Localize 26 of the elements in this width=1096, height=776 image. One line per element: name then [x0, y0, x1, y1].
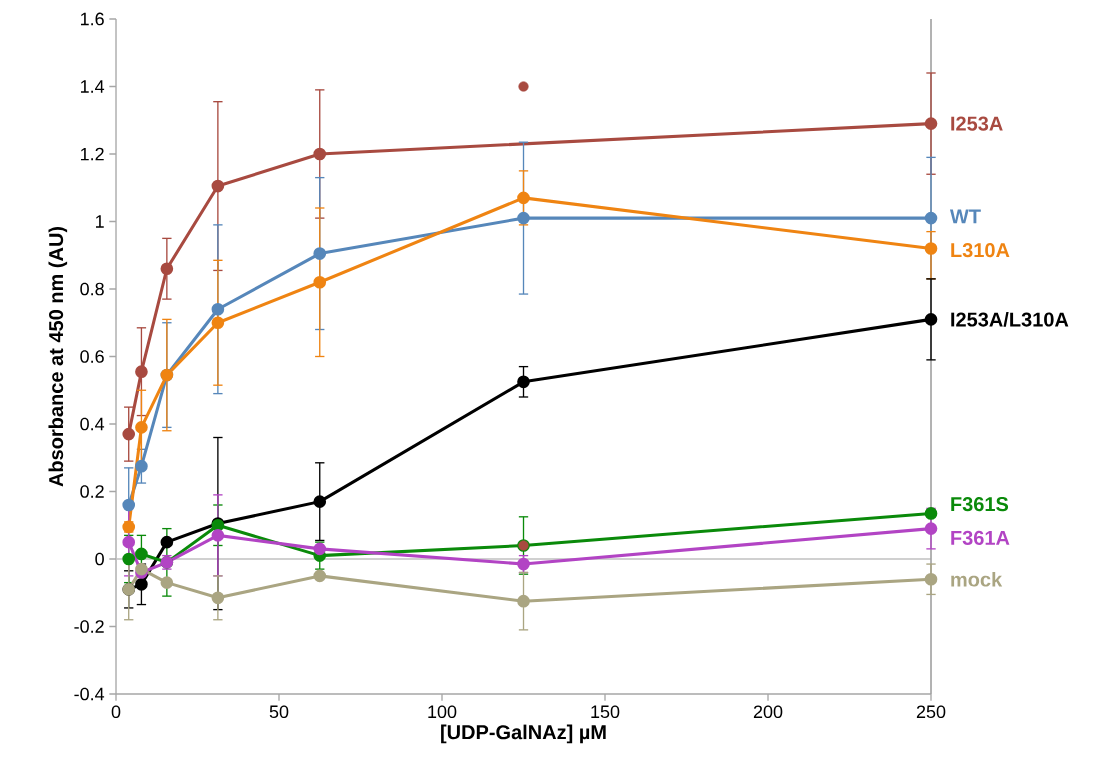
y-tick-label: 0.8 [80, 282, 104, 296]
series-label: WT [949, 209, 981, 224]
y-tick-label: 1.4 [80, 80, 105, 93]
x-tick-label: 200 [753, 705, 783, 719]
y-tick-label: 1.2 [80, 147, 104, 161]
x-tick-label: 250 [916, 705, 946, 719]
y-tick-label: 1 [96, 215, 104, 228]
y-tick-label: -0.2 [74, 620, 104, 633]
series-label: F361A [951, 530, 1010, 546]
x-tick-label: 100 [428, 705, 457, 719]
y-tick-label: -0.4 [74, 687, 105, 701]
y-tick-label: 0.2 [80, 485, 104, 498]
series-label: F361S [951, 497, 1009, 512]
x-tick-label: 150 [591, 705, 620, 719]
series-label: L310A [951, 243, 1010, 258]
y-tick-label: 0.6 [80, 350, 104, 363]
y-axis-title: Absorbance at 450 nm (AU) [48, 226, 68, 487]
y-tick-label: 0.4 [80, 417, 105, 431]
series-label: I253A/L310A [951, 311, 1069, 327]
x-axis-title: [UDP-GalNAz] µM [441, 724, 606, 744]
y-tick-label: 1.6 [80, 12, 104, 26]
x-tick-label: 50 [269, 705, 289, 719]
x-tick-label: 0 [111, 705, 121, 719]
y-tick-label: 0 [95, 552, 104, 566]
series-label: I253A [951, 116, 1003, 131]
series-label: mock [951, 571, 1003, 587]
